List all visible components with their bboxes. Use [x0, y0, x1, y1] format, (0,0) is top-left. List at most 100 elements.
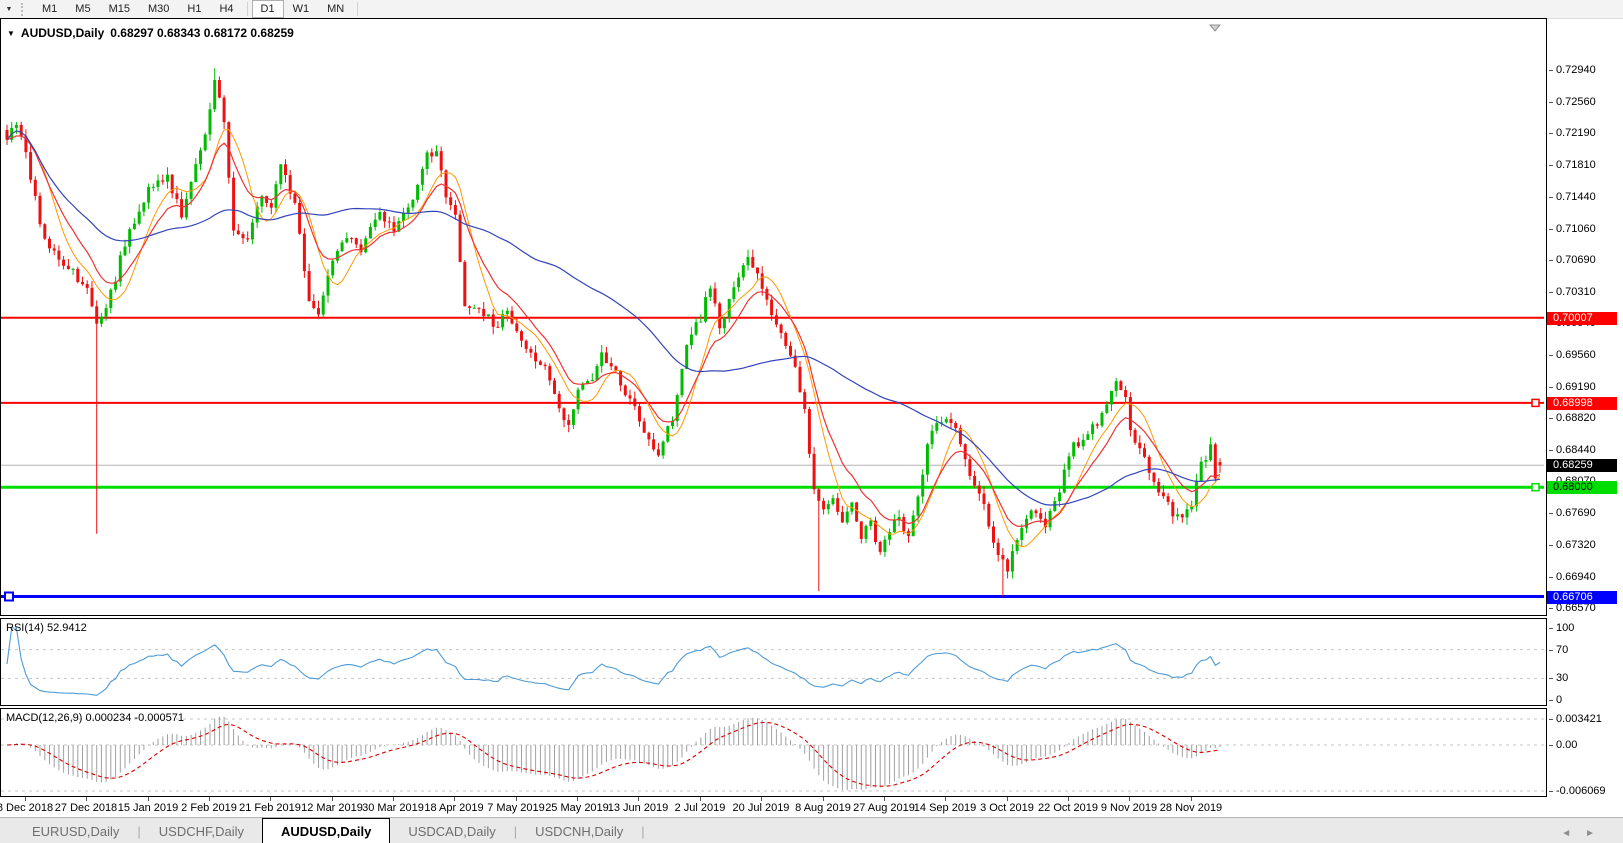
date-axis-label: 27 Aug 2019 [853, 802, 915, 814]
toolbar-separator [357, 2, 359, 16]
timeframe-button-D1[interactable]: D1 [251, 0, 284, 18]
chart-title: ▼ AUDUSD,Daily 0.68297 0.68343 0.68172 0… [7, 26, 294, 40]
date-axis-label: 27 Dec 2018 [54, 802, 118, 814]
date-axis[interactable]: 8 Dec 2018 27 Dec 2018 15 Jan 2019 2 Feb 20… [0, 797, 1547, 817]
macd-axis-label: 0.00 [1549, 739, 1577, 751]
date-tick-mark [945, 797, 946, 801]
hline-handle[interactable] [1531, 398, 1540, 408]
date-tick-mark [209, 797, 210, 801]
timeframe-button-W1[interactable]: W1 [292, 3, 310, 15]
tab-scroll-arrows[interactable]: ◄► [1561, 828, 1609, 839]
date-tick-mark [516, 797, 517, 801]
tab-eurusd[interactable]: EURUSD,Daily [32, 824, 120, 839]
date-axis-label: 13 Jun 2019 [607, 802, 669, 814]
collapse-triangle-icon[interactable]: ▼ [7, 28, 15, 38]
price-axis-label: 0.66940 [1549, 571, 1596, 583]
timeframe-button-M5[interactable]: M5 [75, 3, 91, 15]
rsi-indicator-panel[interactable]: RSI(14) 52.9412 [0, 618, 1547, 706]
ma-line-12 [6, 135, 1221, 528]
rsi-axis-label: 70 [1549, 644, 1568, 656]
timeframe-button-MN[interactable]: MN [327, 3, 345, 15]
timeframe-button-M15[interactable]: M15 [108, 3, 130, 15]
tab-scroll-right-icon[interactable]: ► [1585, 828, 1609, 839]
price-axis-label: 0.68440 [1549, 444, 1596, 456]
chart-ohlc-values: 0.68297 0.68343 0.68172 0.68259 [110, 26, 294, 40]
date-tick-mark [25, 797, 26, 801]
date-tick-mark [1191, 797, 1192, 801]
macd-histogram [11, 716, 1221, 791]
date-tick-mark [454, 797, 455, 801]
macd-signal-line [6, 721, 1221, 787]
tab-scroll-left-icon[interactable]: ◄ [1561, 828, 1586, 839]
date-axis-label: 8 Aug 2019 [795, 802, 851, 814]
ma-line-50 [6, 130, 1221, 506]
date-tick-mark [270, 797, 271, 801]
date-tick-mark [1007, 797, 1008, 801]
date-tick-mark [1129, 797, 1130, 801]
tab-usdcnh[interactable]: USDCNH,Daily [535, 824, 624, 839]
date-tick-mark [86, 797, 87, 801]
date-axis-label: 20 Jul 2019 [732, 802, 790, 814]
tab-usdchf[interactable]: USDCHF,Daily [158, 824, 245, 839]
price-line-label[interactable]: 0.68000 [1547, 481, 1617, 494]
toolbar-dropdown-icon[interactable]: ▼ [5, 5, 13, 13]
price-line-label[interactable]: 0.68998 [1547, 397, 1617, 410]
price-axis-label: 0.66570 [1549, 602, 1596, 614]
rsi-label: RSI(14) 52.9412 [6, 622, 87, 634]
date-axis-label: 18 Apr 2019 [424, 802, 484, 814]
toolbar-grip-handle[interactable] [21, 2, 26, 16]
date-axis-label: 30 Mar 2019 [362, 802, 424, 814]
chart-tab-bar: EURUSD,Daily | USDCHF,Daily AUDUSD,Daily USD… [0, 817, 1623, 843]
timeframe-toolbar: ▼ M1 M5 M15 M30 H1 H4 D1 W1 MN [0, 0, 1623, 19]
timeframe-button-M30[interactable]: M30 [147, 3, 170, 15]
date-tick-mark [700, 797, 701, 801]
date-axis-label: 2 Jul 2019 [674, 802, 726, 814]
date-axis-label: 15 Jan 2019 [117, 802, 179, 814]
price-chart-panel[interactable]: ▼ AUDUSD,Daily 0.68297 0.68343 0.68172 0… [0, 18, 1547, 616]
rsi-line [6, 627, 1221, 696]
date-tick-mark [332, 797, 333, 801]
date-tick-mark [823, 797, 824, 801]
timeframe-button-H4[interactable]: H4 [219, 3, 234, 15]
timeframe-button-H1[interactable]: H1 [187, 3, 202, 15]
timeframe-button-M1[interactable]: M1 [42, 3, 58, 15]
rsi-axis-label: 30 [1549, 672, 1568, 684]
date-axis-label: 12 Mar 2019 [301, 802, 363, 814]
price-axis-label: 0.71060 [1549, 223, 1596, 235]
macd-indicator-panel[interactable]: MACD(12,26,9) 0.000234 -0.000571 [0, 708, 1547, 797]
hline-handle[interactable] [4, 591, 14, 602]
ma-line-8 [6, 128, 1221, 548]
chart-symbol-period: AUDUSD,Daily [20, 26, 105, 40]
price-line-label[interactable]: 0.66706 [1547, 591, 1617, 604]
rsi-svg[interactable] [1, 619, 1544, 705]
price-chart-svg[interactable] [1, 19, 1544, 615]
hline-handle[interactable] [1531, 482, 1540, 492]
date-axis-label: 8 Dec 2018 [0, 802, 54, 814]
price-line-label[interactable]: 0.70007 [1547, 312, 1617, 325]
candles [5, 68, 1222, 597]
tab-audusd[interactable]: AUDUSD,Daily [262, 818, 391, 843]
price-line-label[interactable]: 0.68259 [1547, 459, 1617, 472]
price-axis-label: 0.67320 [1549, 539, 1596, 551]
date-tick-mark [884, 797, 885, 801]
date-tick-mark [577, 797, 578, 801]
date-axis-label: 2 Feb 2019 [181, 802, 237, 814]
price-axis-label: 0.70690 [1549, 254, 1596, 266]
rsi-axis-label: 0 [1549, 694, 1562, 706]
rsi-axis-label: 100 [1549, 622, 1574, 634]
tab-separator: | [641, 824, 645, 839]
price-axis-label: 0.71440 [1549, 191, 1596, 203]
date-axis-label: 14 Sep 2019 [913, 802, 977, 814]
date-axis-label: 9 Nov 2019 [1100, 802, 1158, 814]
price-axis-label: 0.70310 [1549, 286, 1596, 298]
date-axis-label: 21 Feb 2019 [239, 802, 301, 814]
toolbar-separator [246, 2, 248, 16]
date-axis-label: 7 May 2019 [487, 802, 545, 814]
macd-svg[interactable] [1, 709, 1544, 796]
price-axis-label: 0.67690 [1549, 507, 1596, 519]
chart-shift-marker-icon[interactable] [1208, 24, 1222, 32]
price-axis-label: 0.72560 [1549, 96, 1596, 108]
tab-usdcad[interactable]: USDCAD,Daily [408, 824, 496, 839]
tab-separator: | [513, 824, 518, 839]
